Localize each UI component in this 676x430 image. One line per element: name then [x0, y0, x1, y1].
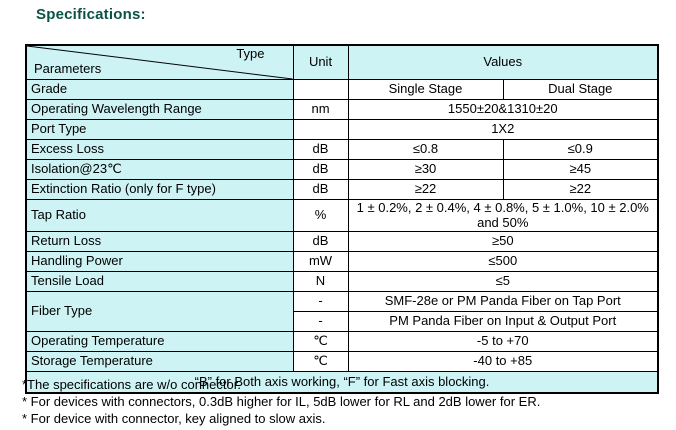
diagonal-divider [27, 46, 293, 79]
param-operating-temperature: Operating Temperature [25, 331, 294, 353]
unit-return-loss: dB [292, 231, 349, 253]
param-grade: Grade [25, 79, 294, 100]
unit-fiber-type-2: - [292, 311, 349, 333]
unit-excess-loss: dB [292, 139, 349, 160]
value-excess-loss-single: ≤0.8 [347, 139, 504, 160]
param-handling-power: Handling Power [25, 251, 294, 273]
value-handling-power: ≤500 [347, 251, 659, 273]
footnote-2: * For devices with connectors, 0.3dB hig… [22, 394, 541, 409]
param-tap-ratio: Tap Ratio [25, 198, 294, 233]
table-row-fiber-type-1: Fiber Type - SMF-28e or PM Panda Fiber o… [25, 291, 659, 333]
table-row-excess-loss: Excess Loss dB ≤0.8 ≤0.9 [25, 139, 659, 160]
value-grade-dual-stage: Dual Stage [502, 79, 659, 100]
unit-storage-temperature: ℃ [292, 351, 349, 373]
header-type-label: Type [236, 46, 265, 61]
param-storage-temperature: Storage Temperature [25, 351, 294, 373]
param-fiber-type: Fiber Type [25, 291, 294, 333]
unit-tap-ratio: % [292, 198, 349, 233]
table-footer-row: “B” for Both axis working, “F” for Fast … [25, 371, 659, 394]
header-parameters-label: Parameters [34, 61, 102, 77]
table-row-wavelength: Operating Wavelength Range nm 1550±20&13… [25, 99, 659, 120]
value-isolation-dual: ≥45 [502, 159, 659, 180]
value-return-loss: ≥50 [347, 231, 659, 253]
value-excess-loss-dual: ≤0.9 [502, 139, 659, 160]
value-grade-single-stage: Single Stage [347, 79, 504, 100]
table-row-extinction-ratio: Extinction Ratio (only for F type) dB ≥2… [25, 179, 659, 200]
table-row-grade: Grade Single Stage Dual Stage [25, 79, 659, 100]
param-excess-loss: Excess Loss [25, 139, 294, 160]
value-extinction-ratio-single: ≥22 [347, 179, 504, 200]
table-row-storage-temperature: Storage Temperature ℃ -40 to +85 [25, 351, 659, 373]
param-return-loss: Return Loss [25, 231, 294, 253]
specifications-table: Type Parameters Unit Values Grade Single… [25, 44, 660, 395]
unit-tensile-load: N [292, 271, 349, 293]
unit-grade [292, 79, 349, 100]
page-title: Specifications: [36, 6, 146, 23]
param-port-type: Port Type [25, 119, 294, 140]
table-row-fiber-type-2: - PM Panda Fiber on Input & Output Port [26, 311, 659, 333]
table-row-tap-ratio: Tap Ratio % 1 ± 0.2%, 2 ± 0.4%, 4 ± 0.8%… [25, 198, 659, 233]
value-operating-temperature: -5 to +70 [347, 331, 659, 353]
value-isolation-single: ≥30 [347, 159, 504, 180]
unit-fiber-type-1: - [292, 291, 349, 313]
value-fiber-type-tap-port: SMF-28e or PM Panda Fiber on Tap Port [347, 291, 659, 313]
value-tensile-load: ≤5 [347, 271, 659, 293]
table-row-operating-temperature: Operating Temperature ℃ -5 to +70 [25, 331, 659, 353]
unit-handling-power: mW [292, 251, 349, 273]
unit-extinction-ratio: dB [292, 179, 349, 200]
footnote-3: * For device with connector, key aligned… [22, 411, 326, 426]
header-unit-label: Unit [292, 44, 349, 80]
table-header-row: Type Parameters Unit Values [25, 44, 659, 80]
header-cell-type-parameters: Type Parameters [25, 44, 294, 80]
value-tap-ratio: 1 ± 0.2%, 2 ± 0.4%, 4 ± 0.8%, 5 ± 1.0%, … [347, 198, 659, 233]
param-wavelength: Operating Wavelength Range [25, 99, 294, 120]
value-wavelength: 1550±20&1310±20 [347, 99, 659, 120]
unit-wavelength: nm [292, 99, 349, 120]
value-storage-temperature: -40 to +85 [347, 351, 659, 373]
unit-isolation: dB [292, 159, 349, 180]
table-row-tensile-load: Tensile Load N ≤5 [25, 271, 659, 293]
unit-operating-temperature: ℃ [292, 331, 349, 353]
footnotes: *The specifications are w/o connector. *… [22, 378, 662, 429]
param-isolation: Isolation@23℃ [25, 159, 294, 180]
value-port-type: 1X2 [347, 119, 659, 140]
table-row-return-loss: Return Loss dB ≥50 [25, 231, 659, 253]
axis-legend-note: “B” for Both axis working, “F” for Fast … [25, 371, 659, 394]
table-row-handling-power: Handling Power mW ≤500 [25, 251, 659, 273]
footnote-1: *The specifications are w/o connector. [22, 377, 241, 392]
param-tensile-load: Tensile Load [25, 271, 294, 293]
header-values-label: Values [347, 44, 659, 80]
table-row-isolation: Isolation@23℃ dB ≥30 ≥45 [25, 159, 659, 180]
param-extinction-ratio: Extinction Ratio (only for F type) [25, 179, 294, 200]
value-fiber-type-io-port: PM Panda Fiber on Input & Output Port [347, 311, 659, 333]
unit-port-type [292, 119, 349, 140]
table-row-port-type: Port Type 1X2 [25, 119, 659, 140]
value-extinction-ratio-dual: ≥22 [502, 179, 659, 200]
